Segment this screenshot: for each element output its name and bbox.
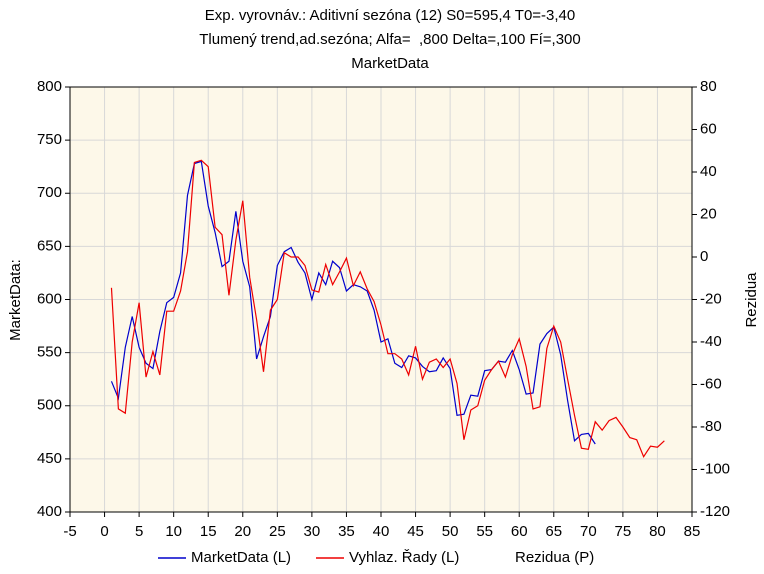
y-tick-label: 400 xyxy=(37,503,62,520)
y-tick-label: 500 xyxy=(37,397,62,414)
y-axis-label: MarketData: xyxy=(7,259,24,341)
legend-label: Vyhlaz. Řady (L) xyxy=(349,549,459,566)
y2-tick-label: -100 xyxy=(700,460,730,477)
y-tick-label: 750 xyxy=(37,131,62,148)
title-line: Tlumený trend,ad.sezóna; Alfa= ,800 Delt… xyxy=(199,31,581,48)
y-tick-label: 800 xyxy=(37,78,62,95)
legend-label: Rezidua (P) xyxy=(515,549,594,566)
y2-tick-label: -20 xyxy=(700,290,722,307)
x-tick-label: 45 xyxy=(407,523,424,540)
y2-tick-label: -60 xyxy=(700,375,722,392)
title-line: MarketData xyxy=(351,55,429,72)
x-tick-label: 50 xyxy=(442,523,459,540)
y2-tick-label: 20 xyxy=(700,205,717,222)
x-tick-label: 10 xyxy=(165,523,182,540)
y-tick-label: 600 xyxy=(37,290,62,307)
x-tick-label: 40 xyxy=(373,523,390,540)
y2-tick-label: 60 xyxy=(700,120,717,137)
legend-label: MarketData (L) xyxy=(191,549,291,566)
y-tick-label: 700 xyxy=(37,184,62,201)
x-tick-label: 15 xyxy=(200,523,217,540)
plot-frame xyxy=(69,86,693,513)
y2-tick-label: 0 xyxy=(700,248,708,265)
x-tick-label: 60 xyxy=(511,523,528,540)
x-tick-label: 55 xyxy=(476,523,493,540)
x-tick-label: -5 xyxy=(63,523,76,540)
x-tick-label: 5 xyxy=(135,523,143,540)
y-tick-label: 450 xyxy=(37,450,62,467)
title-line: Exp. vyrovnáv.: Aditivní sezóna (12) S0=… xyxy=(205,7,576,24)
y2-tick-label: 80 xyxy=(700,78,717,95)
y-tick-label: 550 xyxy=(37,344,62,361)
x-tick-label: 20 xyxy=(234,523,251,540)
x-tick-label: 70 xyxy=(580,523,597,540)
y2-axis-label: Rezidua xyxy=(743,272,760,328)
series-line xyxy=(110,159,665,459)
x-tick-label: 85 xyxy=(684,523,701,540)
y2-tick-label: -80 xyxy=(700,418,722,435)
y2-tick-label: 40 xyxy=(700,163,717,180)
x-tick-label: 75 xyxy=(615,523,632,540)
x-tick-label: 35 xyxy=(338,523,355,540)
x-tick-label: 25 xyxy=(269,523,286,540)
x-tick-label: 80 xyxy=(649,523,666,540)
x-tick-label: 65 xyxy=(545,523,562,540)
y2-tick-label: -40 xyxy=(700,333,722,350)
x-tick-label: 30 xyxy=(304,523,321,540)
x-tick-label: 0 xyxy=(100,523,108,540)
y-tick-label: 650 xyxy=(37,237,62,254)
y2-tick-label: -120 xyxy=(700,503,730,520)
